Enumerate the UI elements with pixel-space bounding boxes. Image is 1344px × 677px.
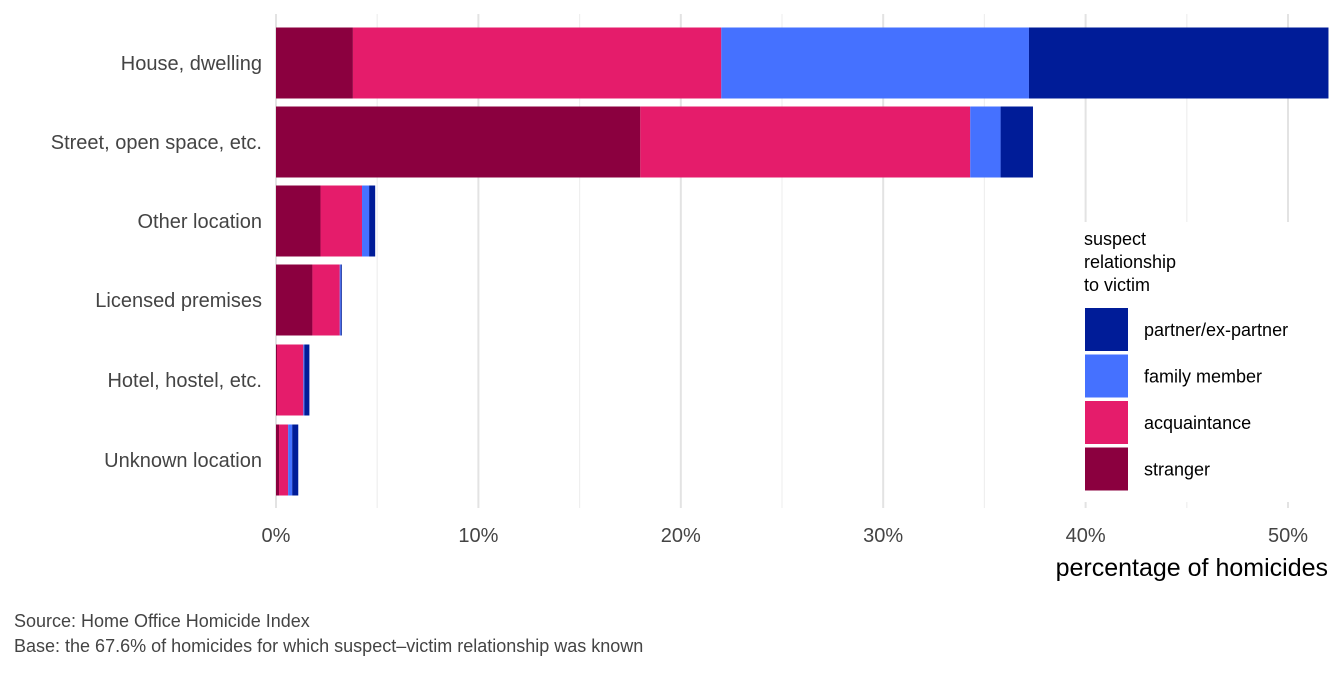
y-tick-label: Street, open space, etc.: [51, 132, 262, 154]
bar-family-member-5: [288, 424, 293, 496]
bar-partner-ex-partner-0: [1028, 27, 1329, 99]
bar-acquaintance-3: [312, 264, 340, 336]
bar-stranger-2: [276, 185, 321, 257]
legend-swatch: [1085, 308, 1128, 351]
legend-title: to victim: [1084, 275, 1150, 295]
y-axis-labels: House, dwelling Street, open space, etc. O…: [51, 53, 262, 472]
bar-acquaintance-5: [279, 424, 289, 496]
legend-swatch: [1085, 401, 1128, 444]
legend-label: acquaintance: [1144, 413, 1251, 433]
bar-stranger-4: [276, 344, 278, 416]
bar-acquaintance-0: [352, 27, 722, 99]
legend-title: suspect: [1084, 229, 1146, 249]
legend-title: relationship: [1084, 252, 1176, 272]
bar-partner-ex-partner-2: [369, 185, 376, 257]
bar-acquaintance-2: [320, 185, 363, 257]
x-tick-label: 20%: [661, 525, 701, 547]
bar-acquaintance-4: [277, 344, 304, 416]
legend-swatch: [1085, 354, 1128, 398]
x-tick-label: 0%: [262, 525, 291, 547]
legend-label: partner/ex-partner: [1144, 320, 1288, 340]
bar-partner-ex-partner-4: [304, 344, 310, 416]
x-tick-label: 10%: [458, 525, 498, 547]
x-tick-label: 40%: [1066, 525, 1106, 547]
y-tick-label: Other location: [137, 211, 262, 233]
y-tick-label: House, dwelling: [121, 53, 262, 75]
legend-label: stranger: [1144, 460, 1210, 480]
legend-swatch: [1085, 447, 1128, 491]
x-axis-title: percentage of homicides: [1056, 554, 1328, 582]
bar-family-member-4: [303, 344, 305, 416]
bar-partner-ex-partner-3: [340, 264, 342, 336]
bar-partner-ex-partner-1: [1000, 106, 1033, 178]
y-tick-label: Unknown location: [104, 450, 262, 472]
bar-family-member-2: [362, 185, 370, 257]
x-tick-label: 50%: [1268, 525, 1308, 547]
bar-stranger-1: [276, 106, 641, 178]
y-tick-label: Licensed premises: [95, 290, 262, 312]
caption-source: Source: Home Office Homicide Index: [14, 611, 310, 631]
bar-family-member-1: [970, 106, 1001, 178]
legend-label: family member: [1144, 367, 1262, 387]
x-tick-label: 30%: [863, 525, 903, 547]
y-tick-label: Hotel, hostel, etc.: [107, 370, 262, 392]
bar-family-member-0: [721, 27, 1029, 99]
bars: [276, 27, 1329, 496]
caption-base: Base: the 67.6% of homicides for which s…: [14, 636, 643, 656]
bar-stranger-3: [276, 264, 313, 336]
bar-partner-ex-partner-5: [292, 424, 299, 496]
bar-acquaintance-1: [640, 106, 971, 178]
bar-stranger-5: [276, 424, 280, 496]
bar-family-member-3: [339, 264, 341, 336]
bar-stranger-0: [276, 27, 353, 99]
x-axis-labels: 0% 10% 20% 30% 40% 50%: [262, 525, 1309, 547]
legend: suspect relationship to victim partner/ex-p…: [1070, 222, 1332, 502]
